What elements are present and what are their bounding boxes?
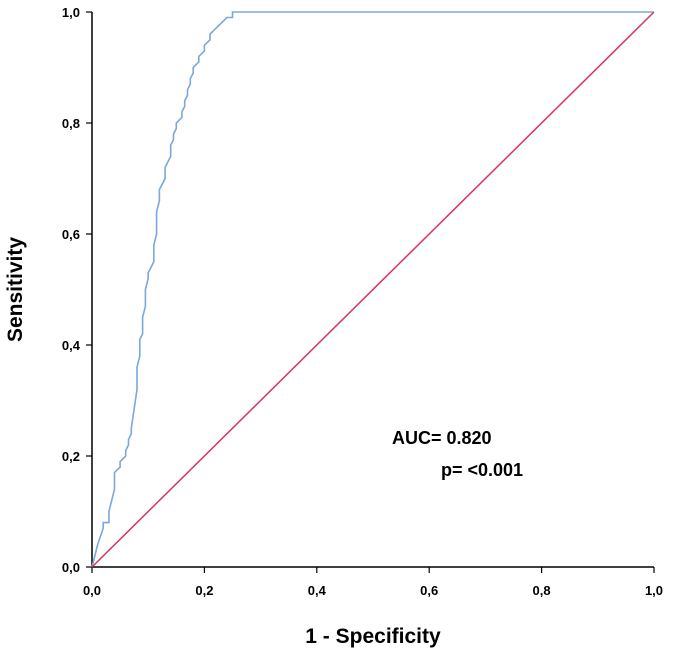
y-tick-label: 0,4 [62, 338, 81, 353]
x-axis-title: 1 - Specificity [305, 625, 441, 648]
y-tick-label: 0,0 [62, 560, 80, 575]
series [91, 11, 655, 568]
x-tick-label: 0,4 [308, 583, 327, 598]
x-tick-label: 0,2 [195, 583, 213, 598]
x-tick-label: 0,6 [420, 583, 438, 598]
y-tick-label: 1,0 [62, 5, 80, 20]
auc-annotation: AUC= 0.820 [392, 428, 492, 448]
y-tick-label: 0,2 [62, 449, 80, 464]
y-axis-title: Sensitivity [4, 237, 27, 342]
x-tick-label: 0,0 [83, 583, 101, 598]
roc-curve [91, 11, 654, 568]
x-tick-label: 0,8 [533, 583, 551, 598]
p-value-annotation: p= <0.001 [441, 460, 523, 480]
y-tick-label: 0,6 [62, 227, 80, 242]
ticks: 0,0 0,2 0,4 0,6 0,8 1,0 0,0 0,2 0,4 0,6 0,8 1,0 [62, 5, 663, 598]
y-tick-label: 0,8 [62, 116, 80, 131]
x-tick-label: 1,0 [645, 583, 663, 598]
reference-line [91, 11, 655, 568]
axes [91, 12, 654, 568]
